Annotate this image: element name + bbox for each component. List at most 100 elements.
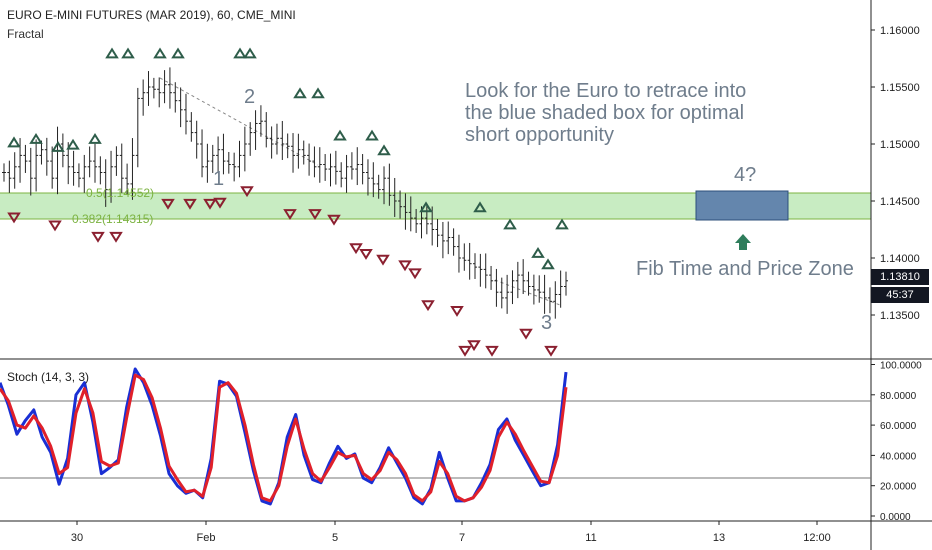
ohlc-bar (146, 71, 151, 106)
ohlc-bar (291, 133, 296, 173)
fractal-down-marker (161, 198, 175, 210)
ohlc-bar (103, 159, 108, 207)
ohlc-bar (339, 162, 344, 188)
fractal-up-marker (29, 133, 43, 144)
indicator-label: Fractal (7, 27, 44, 41)
ohlc-bar (392, 177, 397, 217)
time-tick-label: 12:00 (803, 532, 831, 544)
ohlc-bar (28, 147, 33, 196)
ohlc-bar (237, 140, 242, 178)
fractal-up-marker (293, 87, 307, 99)
fractal-up-marker (377, 144, 391, 156)
ohlc-bar (157, 77, 162, 108)
ohlc-bar (446, 221, 451, 255)
stoch-lines (0, 367, 568, 506)
ohlc-bar (135, 87, 140, 168)
fractal-down-marker (519, 328, 533, 340)
stoch-tick-label: 80.0000 (880, 391, 917, 402)
analysis-note: Look for the Euro to retrace into the bl… (465, 80, 785, 146)
price-axis-ticks: 1.16000 1.15500 1.15000 1.14500 1.14000 1.135… (871, 25, 920, 322)
ohlc-bar (531, 274, 536, 305)
ohlc-bar (200, 129, 205, 178)
time-tick-label: Feb (197, 532, 216, 544)
fractal-down-marker (408, 268, 422, 280)
ohlc-bar (258, 105, 263, 137)
fractal-down-marker (240, 186, 254, 198)
ohlc-bar (269, 126, 274, 159)
fractal-down-marker (398, 260, 412, 272)
ohlc-bar (264, 112, 269, 148)
ohlc-bar (387, 163, 392, 206)
time-tick-label: 7 (459, 532, 465, 544)
fractal-down-marker (327, 214, 341, 226)
stoch-label: Stoch (14, 3, 3) (7, 370, 90, 384)
fractal-down-marker (213, 197, 227, 209)
fractal-down-marker (283, 209, 297, 220)
price-tick-label: 1.14500 (880, 196, 920, 208)
fractal-down-marker (109, 231, 123, 243)
ohlc-bar (312, 146, 317, 178)
fractal-down-marker (7, 212, 21, 224)
fractal-up-marker (66, 138, 80, 150)
fractal-down-marker (359, 249, 373, 260)
ohlc-bar (44, 137, 49, 176)
ohlc-bar (489, 265, 494, 290)
ohlc-bar (499, 277, 504, 309)
price-tick-label: 1.16000 (880, 25, 920, 37)
zone-label: Fib Time and Price Zone (636, 258, 854, 280)
ohlc-bar (280, 120, 285, 160)
ohlc-bar (216, 136, 221, 173)
ohlc-bar (109, 150, 114, 203)
ohlc-bar (285, 133, 290, 159)
stoch-axis-ticks: 100.0000 80.0000 60.0000 40.0000 20.0000 0.00… (871, 361, 922, 523)
ohlc-bar (34, 139, 39, 192)
fractal-down-marker (308, 209, 322, 220)
price-tick-label: 1.14000 (880, 253, 920, 265)
ohlc-bar (183, 93, 188, 135)
stoch-tick-label: 20.0000 (880, 482, 917, 493)
fractal-up-marker (233, 47, 247, 59)
ohlc-bar (173, 82, 178, 113)
ohlc-bar (248, 122, 253, 156)
ohlc-bar (7, 160, 12, 193)
stoch-tick-label: 0.0000 (880, 512, 911, 523)
ohlc-bar (510, 270, 515, 305)
ohlc-bar (178, 87, 183, 128)
ohlc-bar (398, 190, 403, 219)
fractal-down-marker (485, 345, 499, 357)
fractal-down-marker (544, 345, 558, 357)
fractal-up-marker (121, 47, 135, 59)
fractal-down-marker (450, 306, 464, 317)
fractal-down-marker (458, 345, 472, 357)
ohlc-bar (125, 163, 130, 195)
price-tick-label: 1.15500 (880, 82, 920, 94)
fractal-up-marker (51, 140, 65, 152)
ohlc-bar (564, 271, 568, 296)
fractal-down-marker (183, 198, 197, 210)
ohlc-bar (87, 146, 92, 178)
ohlc-bar (210, 144, 215, 173)
ohlc-bar (12, 152, 17, 189)
fractal-up-marker (365, 129, 379, 141)
fractal-down-marker (349, 243, 363, 255)
fractal-down-marker (467, 340, 481, 352)
ohlc-bar (408, 196, 413, 232)
ohlc-bar (232, 152, 237, 182)
ohlc-bar (92, 143, 97, 183)
ohlc-bar (440, 221, 445, 259)
note-line: short opportunity (465, 124, 614, 146)
ohlc-bar (371, 162, 376, 198)
ohlc-bar (333, 150, 338, 185)
stoch-d-line (0, 373, 568, 503)
ohlc-bar (467, 242, 472, 280)
fractal-markers (7, 47, 569, 357)
ohlc-bar (130, 138, 135, 200)
ohlc-bar (558, 270, 563, 308)
note-line: the blue shaded box for optimal (465, 102, 745, 124)
wave-label-4: 4? (734, 164, 757, 186)
ohlc-bar (360, 154, 365, 185)
ohlc-bar (162, 70, 167, 104)
ohlc-bar (430, 206, 435, 246)
